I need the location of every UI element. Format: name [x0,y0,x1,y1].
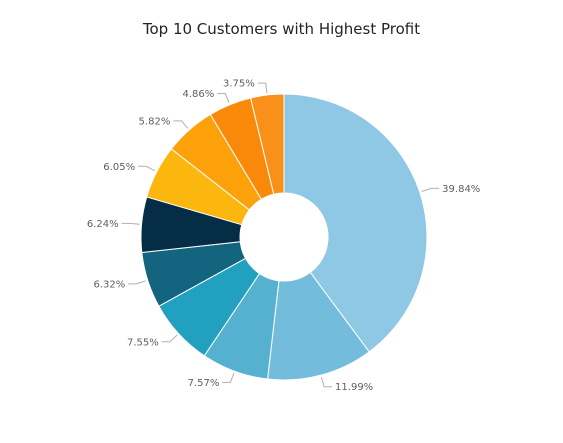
leader-line-4 [161,334,178,343]
data-label-6: 6.24% [87,219,119,230]
data-label-7: 6.05% [103,162,135,173]
leader-line-10 [257,82,268,94]
labels-group: 39.84% 11.99% 7.57% 7.55% 6.32% 6.24% 6.05% 5.8… [87,79,481,394]
chart-title: Top 10 Customers with Highest Profit [142,20,421,38]
data-label-4: 7.55% [127,337,159,348]
leader-line-9 [217,93,230,103]
data-label-5: 6.32% [93,279,125,290]
leader-line-3 [222,372,235,383]
leader-line-8 [173,120,189,129]
leader-line-5 [128,280,146,285]
leader-line-7 [138,165,156,172]
pie-slice-1[interactable] [283,93,428,353]
data-label-8: 5.82% [139,116,171,127]
pie-slice-10[interactable] [250,93,285,195]
data-label-2: 11.99% [335,382,373,393]
slices-group [140,93,428,381]
pie-slice-2[interactable] [266,271,370,381]
leader-line-6 [121,222,140,225]
data-label-3: 7.57% [188,378,220,389]
leaders-group [121,82,440,388]
leader-line-1 [421,187,440,192]
data-label-9: 4.86% [183,89,215,100]
data-label-1: 39.84% [442,184,480,195]
leader-line-2 [320,376,333,388]
data-label-10: 3.75% [223,79,255,90]
